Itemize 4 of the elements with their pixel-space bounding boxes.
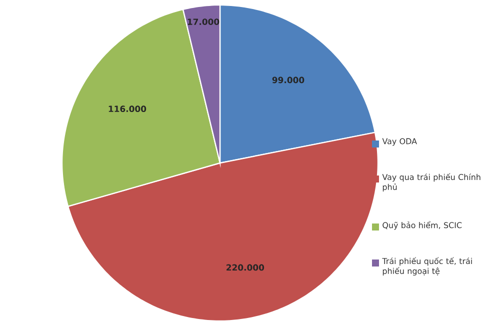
data-label: 116.000 bbox=[108, 106, 146, 112]
data-label: 220.000 bbox=[226, 264, 264, 271]
data-label: 99.000 bbox=[272, 76, 304, 84]
data-label: 17.000 bbox=[188, 18, 220, 25]
